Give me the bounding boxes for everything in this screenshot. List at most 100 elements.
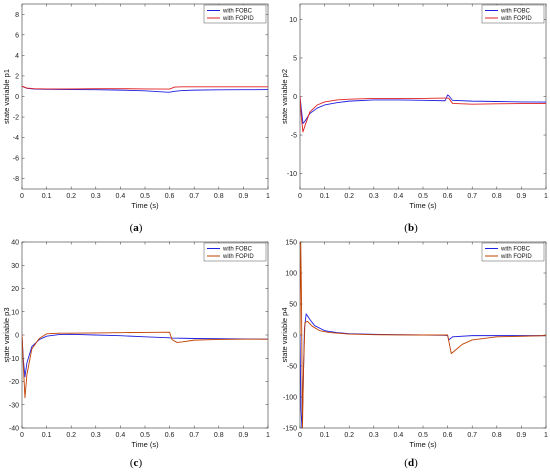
- x-tick-label: 0.6: [443, 432, 453, 439]
- legend-label: with FOBC: [222, 247, 253, 253]
- chart-panel-a: 0 0.1 0.2 0.3 0.4 0.5 0.6 0.7 0.8 0.9 1 -8 -6 -4 -2 0 2 4…: [2, 3, 270, 234]
- x-tick-label: 0.5: [140, 432, 150, 439]
- x-tick-label: 0.8: [214, 432, 224, 439]
- legend-label: with FOPID: [500, 16, 532, 22]
- y-tick-label: -10: [287, 171, 297, 178]
- y-tick-label: 2: [15, 73, 19, 80]
- y-tick-label: -6: [13, 156, 19, 163]
- legend-label: with FOBC: [222, 9, 253, 15]
- x-tick-label: 0.3: [369, 193, 379, 200]
- y-tick-label: -20: [9, 379, 19, 386]
- x-axis-label: Time (s): [409, 201, 437, 210]
- y-tick-label: -30: [9, 402, 19, 409]
- y-tick-label: 0: [293, 94, 297, 101]
- y-tick-label: -100: [283, 395, 297, 402]
- x-tick-label: 0.5: [418, 193, 428, 200]
- y-tick-label: 10: [289, 17, 297, 24]
- x-axis-label: Time (s): [131, 201, 159, 210]
- chart-panel-b: 0 0.1 0.2 0.3 0.4 0.5 0.6 0.7 0.8 0.9 1 -10 -5 0 5 10 Ti…: [280, 3, 548, 234]
- series-line-fopid: [300, 96, 546, 133]
- x-tick-label: 0.2: [344, 193, 354, 200]
- y-tick-label: 20: [11, 286, 19, 293]
- plot-area: [299, 3, 547, 190]
- series-line-fopid: [300, 242, 546, 428]
- y-tick-label: 5: [293, 55, 297, 62]
- series-group: [22, 85, 268, 93]
- panel-caption: (b): [404, 222, 418, 234]
- y-tick-label: -50: [287, 364, 297, 371]
- x-tick-label: 0.3: [91, 432, 101, 439]
- x-tick-label: 0: [298, 193, 302, 200]
- y-tick-label: 10: [11, 309, 19, 316]
- y-tick-label: -5: [291, 133, 297, 140]
- y-tick-label: 100: [285, 271, 297, 278]
- x-tick-label: 0.1: [320, 193, 330, 200]
- x-tick-label: 0.1: [42, 193, 52, 200]
- x-tick-label: 0.5: [418, 432, 428, 439]
- legend-label: with FOBC: [500, 9, 531, 15]
- y-tick-label: 0: [15, 333, 19, 340]
- y-axis-label: state variable p1: [2, 69, 11, 124]
- x-tick-label: 0.2: [66, 432, 76, 439]
- y-tick-label: -2: [13, 115, 19, 122]
- x-tick-label: 0.4: [116, 193, 126, 200]
- y-tick-label: -8: [13, 176, 19, 183]
- y-tick-label: 150: [285, 240, 297, 247]
- y-tick-label: 0: [15, 94, 19, 101]
- x-tick-label: 0.7: [189, 193, 199, 200]
- x-axis-label: Time (s): [131, 440, 159, 449]
- y-tick-label: -150: [283, 426, 297, 433]
- x-tick-label: 0.6: [165, 193, 175, 200]
- x-tick-label: 0.4: [394, 193, 404, 200]
- x-tick-label: 0.8: [214, 193, 224, 200]
- x-tick-label: 0.8: [492, 432, 502, 439]
- x-tick-label: 1: [266, 432, 270, 439]
- plot-area: [21, 241, 269, 429]
- legend-label: with FOPID: [222, 254, 254, 260]
- x-tick-label: 0.2: [66, 193, 76, 200]
- chart-panel-d: 0 0.1 0.2 0.3 0.4 0.5 0.6 0.7 0.8 0.9 1 -150 -100 -50…: [280, 240, 548, 470]
- x-tick-label: 0.9: [517, 193, 527, 200]
- x-tick-label: 0.3: [369, 432, 379, 439]
- x-tick-label: 1: [544, 432, 548, 439]
- x-tick-label: 0.7: [467, 432, 477, 439]
- y-tick-label: -40: [9, 426, 19, 433]
- x-tick-label: 0: [20, 432, 24, 439]
- x-tick-label: 0.3: [91, 193, 101, 200]
- y-tick-label: 6: [15, 32, 19, 39]
- series-line-fobc: [300, 94, 546, 124]
- y-tick-label: 30: [11, 263, 19, 270]
- y-tick-label: 50: [289, 302, 297, 309]
- series-line-fobc: [22, 333, 268, 378]
- y-tick-label: 0: [293, 333, 297, 340]
- series-group: [300, 242, 546, 428]
- y-axis-label: state variable p4: [280, 307, 289, 362]
- x-tick-label: 1: [544, 193, 548, 200]
- y-tick-label: -10: [9, 356, 19, 363]
- x-tick-label: 0.9: [239, 193, 249, 200]
- legend-label: with FOBC: [500, 247, 531, 253]
- legend-label: with FOPID: [222, 16, 254, 22]
- x-tick-label: 0.7: [467, 193, 477, 200]
- x-tick-label: 0.1: [320, 432, 330, 439]
- y-axis-label: state variable p2: [280, 69, 289, 124]
- y-tick-label: 40: [11, 240, 19, 247]
- y-axis-label: state variable p3: [2, 307, 11, 362]
- panel-caption: (d): [404, 457, 418, 469]
- x-tick-label: 0.4: [116, 432, 126, 439]
- x-tick-label: 0.2: [344, 432, 354, 439]
- x-tick-label: 0.4: [394, 432, 404, 439]
- plot-area: [21, 3, 269, 190]
- panel-caption: (c): [130, 457, 143, 469]
- series-line-fopid: [22, 331, 268, 399]
- x-tick-label: 0: [20, 193, 24, 200]
- x-tick-label: 0.6: [443, 193, 453, 200]
- y-tick-label: 8: [15, 12, 19, 19]
- y-tick-label: -4: [13, 135, 19, 142]
- y-tick-label: 4: [15, 53, 19, 60]
- x-tick-label: 0.1: [42, 432, 52, 439]
- panel-caption: (a): [130, 222, 143, 234]
- x-tick-label: 0: [298, 432, 302, 439]
- series-group: [22, 331, 268, 399]
